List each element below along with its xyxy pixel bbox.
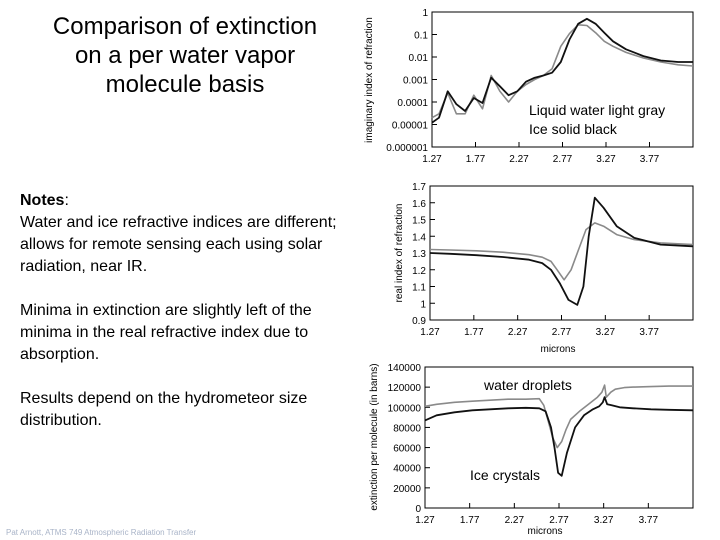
x-tick-label-ext: 3.27 <box>594 515 614 526</box>
annotation-ext: Ice crystals <box>470 467 540 483</box>
series-line-ext-ice <box>424 396 694 477</box>
x-axis-label-real: microns <box>540 344 575 355</box>
y-tick-label-real: 1.3 <box>412 249 426 260</box>
chart-real: 1.27 1.77 2.27 2.77 3.27 3.77 0.9 1 1.1 1.2 1.3 1.4… <box>394 182 694 355</box>
x-tick-label-imag: 2.27 <box>509 154 529 165</box>
x-tick-label-imag: 3.27 <box>596 154 616 165</box>
y-tick-label-imag: 0.01 <box>409 53 429 64</box>
x-tick-label-real: 3.77 <box>639 327 659 338</box>
y-tick-label-ext: 20000 <box>393 484 421 495</box>
y-tick-label-ext: 120000 <box>388 383 422 394</box>
y-tick-label-real: 1.5 <box>412 216 426 227</box>
x-tick-label-real: 1.77 <box>464 327 484 338</box>
chart-imag: 1.27 1.77 2.27 2.77 3.27 3.77 1 0.1 0.01 0.001 0.0… <box>364 8 694 165</box>
x-tick-label-ext: 2.27 <box>505 515 525 526</box>
y-axis-label-imag: imaginary index of refraction <box>364 17 375 143</box>
x-tick-label-imag: 1.77 <box>466 154 486 165</box>
notes-paragraph-2: Minima in extinction are slightly left o… <box>20 302 312 363</box>
series-line-ext-liquid <box>424 384 693 449</box>
x-tick-label-real: 2.27 <box>508 327 528 338</box>
y-tick-label-real: 1.2 <box>412 266 426 277</box>
x-tick-label-imag: 2.77 <box>553 154 573 165</box>
y-tick-label-real: 1 <box>420 299 426 310</box>
notes-paragraph-1: Water and ice refractive indices are dif… <box>20 214 337 275</box>
x-tick-label-real: 1.27 <box>420 327 440 338</box>
slide-title: Comparison of extinction on a per water … <box>52 13 318 98</box>
y-tick-label-imag: 0.000001 <box>386 143 428 154</box>
x-tick-label-ext: 3.77 <box>639 515 659 526</box>
x-tick-label-real: 2.77 <box>552 327 572 338</box>
y-tick-label-imag: 0.00001 <box>392 121 429 132</box>
series-line-real-liquid <box>429 222 694 281</box>
x-axis-label-ext: microns <box>527 526 562 537</box>
y-tick-label-ext: 60000 <box>393 444 421 455</box>
y-tick-label-real: 0.9 <box>412 316 426 327</box>
y-axis-label-real: real index of refraction <box>394 204 405 303</box>
x-tick-label-imag: 3.77 <box>640 154 660 165</box>
notes-paragraph-3: Results depend on the hydrometeor size d… <box>20 390 308 429</box>
y-tick-label-ext: 140000 <box>388 363 422 374</box>
y-tick-label-real: 1.1 <box>412 283 426 294</box>
y-tick-label-imag: 1 <box>422 8 428 19</box>
chart-ext: 1.27 1.77 2.27 2.77 3.27 3.77 0 20000 40000 60000… <box>369 363 694 537</box>
series-line-real-ice <box>429 196 694 306</box>
notes-colon: : <box>64 192 69 209</box>
y-tick-label-ext: 40000 <box>393 464 421 475</box>
y-tick-label-real: 1.6 <box>412 199 426 210</box>
y-tick-label-imag: 0.1 <box>414 31 428 42</box>
annotation-ext: water droplets <box>483 377 572 393</box>
y-axis-label-ext: extinction per molecule (in barns) <box>369 363 380 510</box>
x-tick-label-ext: 2.77 <box>549 515 569 526</box>
plot-frame-real <box>429 185 694 321</box>
footer-credit: Pat Arnott, ATMS 749 Atmospheric Radiati… <box>6 528 197 537</box>
y-tick-label-imag: 0.0001 <box>397 98 428 109</box>
y-tick-label-real: 1.7 <box>412 182 426 193</box>
y-tick-label-ext: 80000 <box>393 423 421 434</box>
y-tick-label-ext: 100000 <box>388 403 422 414</box>
y-tick-label-imag: 0.001 <box>403 76 428 87</box>
x-tick-label-ext: 1.27 <box>415 515 435 526</box>
annotation-imag: Ice solid black <box>529 121 618 137</box>
annotation-imag: Liquid water light gray <box>529 102 665 118</box>
x-tick-label-imag: 1.27 <box>422 154 442 165</box>
notes-block: Notes: Water and ice refractive indices … <box>20 190 340 432</box>
y-tick-label-real: 1.4 <box>412 232 426 243</box>
y-tick-label-ext: 0 <box>415 504 421 515</box>
notes-heading-line: Notes: <box>20 190 340 212</box>
notes-heading: Notes <box>20 192 65 209</box>
x-tick-label-real: 3.27 <box>596 327 616 338</box>
x-tick-label-ext: 1.77 <box>460 515 480 526</box>
series-line-imag-ice <box>431 17 693 124</box>
